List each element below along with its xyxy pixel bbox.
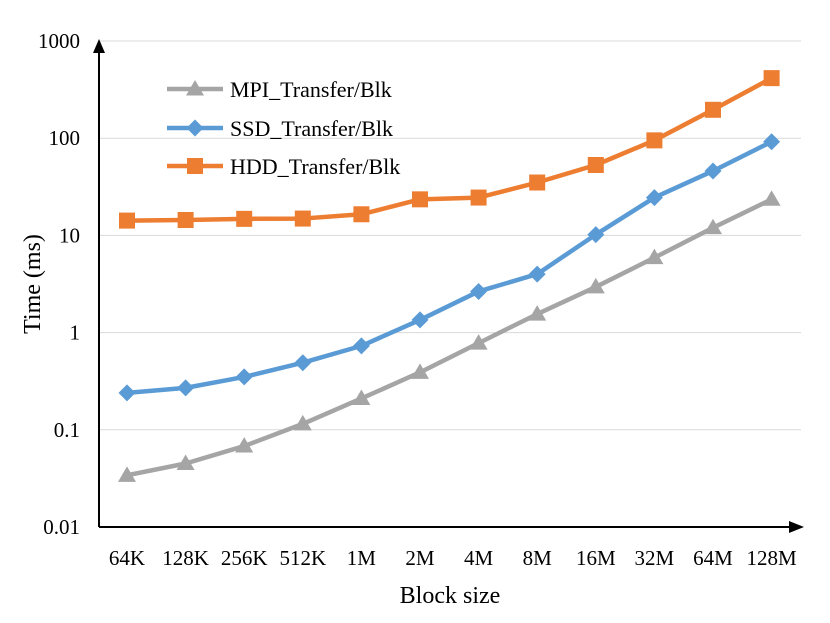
legend-label: MPI_Transfer/Blk	[230, 77, 392, 102]
data-point-hdd	[236, 210, 253, 227]
series-hdd	[119, 70, 780, 229]
data-point-hdd	[705, 101, 721, 118]
data-point-hdd	[587, 157, 604, 174]
data-point-ssd	[235, 368, 253, 386]
y-axis-title: Time (ms)	[20, 234, 46, 334]
data-point-mpi	[352, 389, 371, 405]
y-axis-arrow	[93, 39, 105, 53]
series-line-hdd	[126, 76, 773, 223]
x-tick-label: 1M	[347, 546, 377, 570]
legend-label: SSD_Transfer/Blk	[230, 116, 393, 141]
x-tick-label: 64M	[693, 546, 733, 570]
y-tick-label: 1	[70, 321, 81, 345]
x-axis-arrow	[789, 521, 804, 533]
y-tick-label: 1000	[38, 29, 80, 53]
data-point-mpi	[411, 363, 429, 379]
x-tick-label: 128K	[162, 546, 209, 570]
data-point-mpi	[528, 305, 547, 321]
legend: MPI_Transfer/Blk SSD_Transfer/Blk HDD_Tran…	[167, 77, 400, 179]
legend-marker	[187, 158, 203, 174]
data-point-hdd	[529, 174, 546, 191]
series-layer	[118, 70, 781, 482]
x-tick-labels: 64K 128K 256K 512K 1M 2M 4M 8M 16M 32M 64M 128M	[109, 546, 797, 570]
legend-item-ssd: SSD_Transfer/Blk	[167, 116, 393, 141]
y-tick-label: 10	[59, 223, 80, 247]
data-point-hdd	[470, 189, 487, 206]
data-point-mpi	[586, 277, 605, 294]
x-tick-label: 128M	[747, 546, 798, 570]
data-point-ssd	[294, 354, 312, 372]
data-point-ssd	[587, 226, 605, 244]
data-point-hdd	[177, 212, 194, 229]
legend-label: HDD_Transfer/Blk	[230, 154, 400, 179]
data-point-ssd	[645, 189, 663, 207]
data-point-mpi	[118, 466, 136, 482]
data-point-mpi	[176, 454, 195, 470]
x-tick-label: 4M	[464, 546, 494, 570]
series-line-ssd	[126, 139, 773, 396]
legend-marker	[186, 80, 204, 96]
data-point-ssd	[470, 282, 488, 300]
data-point-hdd	[412, 191, 428, 208]
data-point-hdd	[763, 70, 780, 87]
legend-item-mpi: MPI_Transfer/Blk	[167, 77, 392, 102]
series-mpi	[118, 190, 781, 482]
data-point-mpi	[469, 334, 488, 350]
y-tick-labels: 0.01 0.1 1 10 100 1000	[38, 29, 80, 539]
data-point-ssd	[118, 384, 136, 402]
x-tick-label: 256K	[221, 546, 268, 570]
data-point-mpi	[762, 190, 781, 206]
y-tick-label: 0.1	[54, 418, 80, 442]
data-point-ssd	[177, 379, 195, 397]
y-tick-label: 100	[49, 126, 81, 150]
x-tick-label: 2M	[405, 546, 435, 570]
data-point-hdd	[294, 210, 311, 227]
data-point-hdd	[646, 132, 663, 149]
data-point-ssd	[528, 265, 546, 283]
y-tick-label: 0.01	[43, 515, 80, 539]
x-tick-label: 64K	[109, 546, 145, 570]
data-point-hdd	[353, 206, 370, 223]
data-point-mpi	[293, 414, 312, 431]
x-tick-label: 16M	[576, 546, 616, 570]
data-point-mpi	[235, 437, 254, 453]
x-tick-label: 512K	[279, 546, 326, 570]
data-point-hdd	[119, 212, 135, 229]
x-axis-title: Block size	[400, 583, 501, 609]
gridlines	[99, 40, 801, 431]
x-tick-label: 8M	[523, 546, 553, 570]
legend-item-hdd: HDD_Transfer/Blk	[167, 154, 400, 179]
data-point-ssd	[352, 337, 370, 355]
data-point-mpi	[704, 218, 722, 235]
data-point-ssd	[704, 162, 722, 180]
series-line-mpi	[126, 197, 773, 478]
axes	[93, 39, 804, 533]
data-point-ssd	[411, 311, 429, 329]
x-tick-label: 32M	[635, 546, 675, 570]
legend-marker	[186, 119, 204, 137]
data-point-ssd	[763, 133, 781, 151]
data-point-mpi	[645, 248, 664, 265]
series-ssd	[118, 133, 781, 402]
